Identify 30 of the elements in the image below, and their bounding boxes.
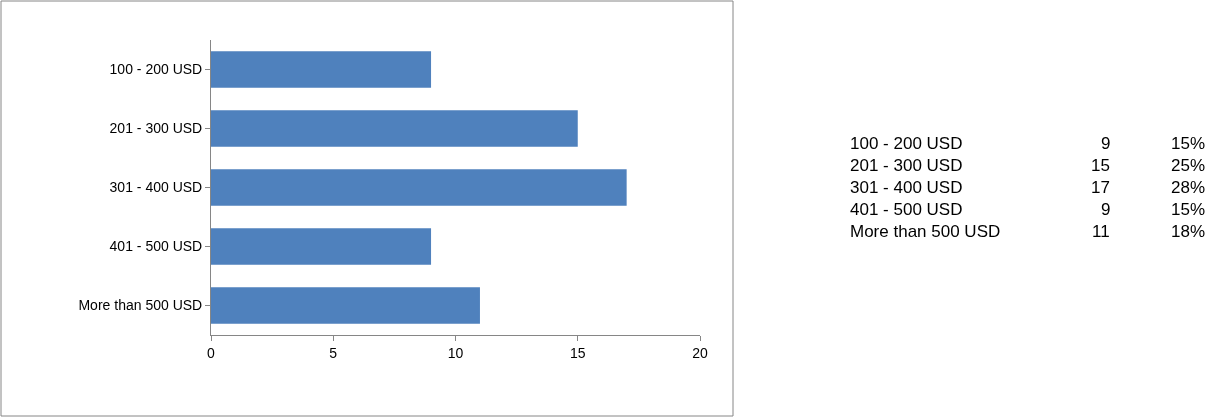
bar bbox=[211, 51, 432, 88]
text: 15% bbox=[1171, 134, 1206, 153]
text: 100 - 200 USD bbox=[850, 134, 963, 153]
bar bbox=[211, 169, 627, 206]
text: 9 bbox=[1101, 200, 1111, 219]
y-tick-label: 401 - 500 USD bbox=[109, 238, 203, 255]
x-tick-label: 5 bbox=[329, 344, 338, 361]
y-tick-label: 100 - 200 USD bbox=[109, 61, 203, 78]
text: 201 - 300 USD bbox=[850, 156, 963, 175]
text: 11 bbox=[1092, 222, 1110, 241]
text: 17 bbox=[1091, 178, 1110, 197]
y-tick-label: 301 - 400 USD bbox=[109, 179, 203, 196]
x-tick-label: 0 bbox=[207, 344, 216, 361]
text: 9 bbox=[1101, 134, 1111, 153]
y-tick-label: 201 - 300 USD bbox=[109, 120, 203, 137]
bar bbox=[211, 287, 480, 324]
x-tick-label: 10 bbox=[447, 344, 464, 361]
text: More than 500 USD bbox=[850, 222, 1001, 241]
text: 401 - 500 USD bbox=[850, 200, 963, 219]
text: 25% bbox=[1171, 156, 1206, 175]
text: 15% bbox=[1171, 200, 1206, 219]
bar bbox=[211, 110, 578, 147]
text: 15 bbox=[1091, 156, 1110, 175]
bar bbox=[211, 228, 432, 265]
text: 301 - 400 USD bbox=[850, 178, 963, 197]
text: 18% bbox=[1171, 222, 1206, 241]
text: 28% bbox=[1171, 178, 1206, 197]
x-tick-label: 20 bbox=[692, 344, 708, 361]
y-tick-label: More than 500 USD bbox=[78, 297, 203, 314]
x-tick-label: 15 bbox=[569, 344, 586, 361]
